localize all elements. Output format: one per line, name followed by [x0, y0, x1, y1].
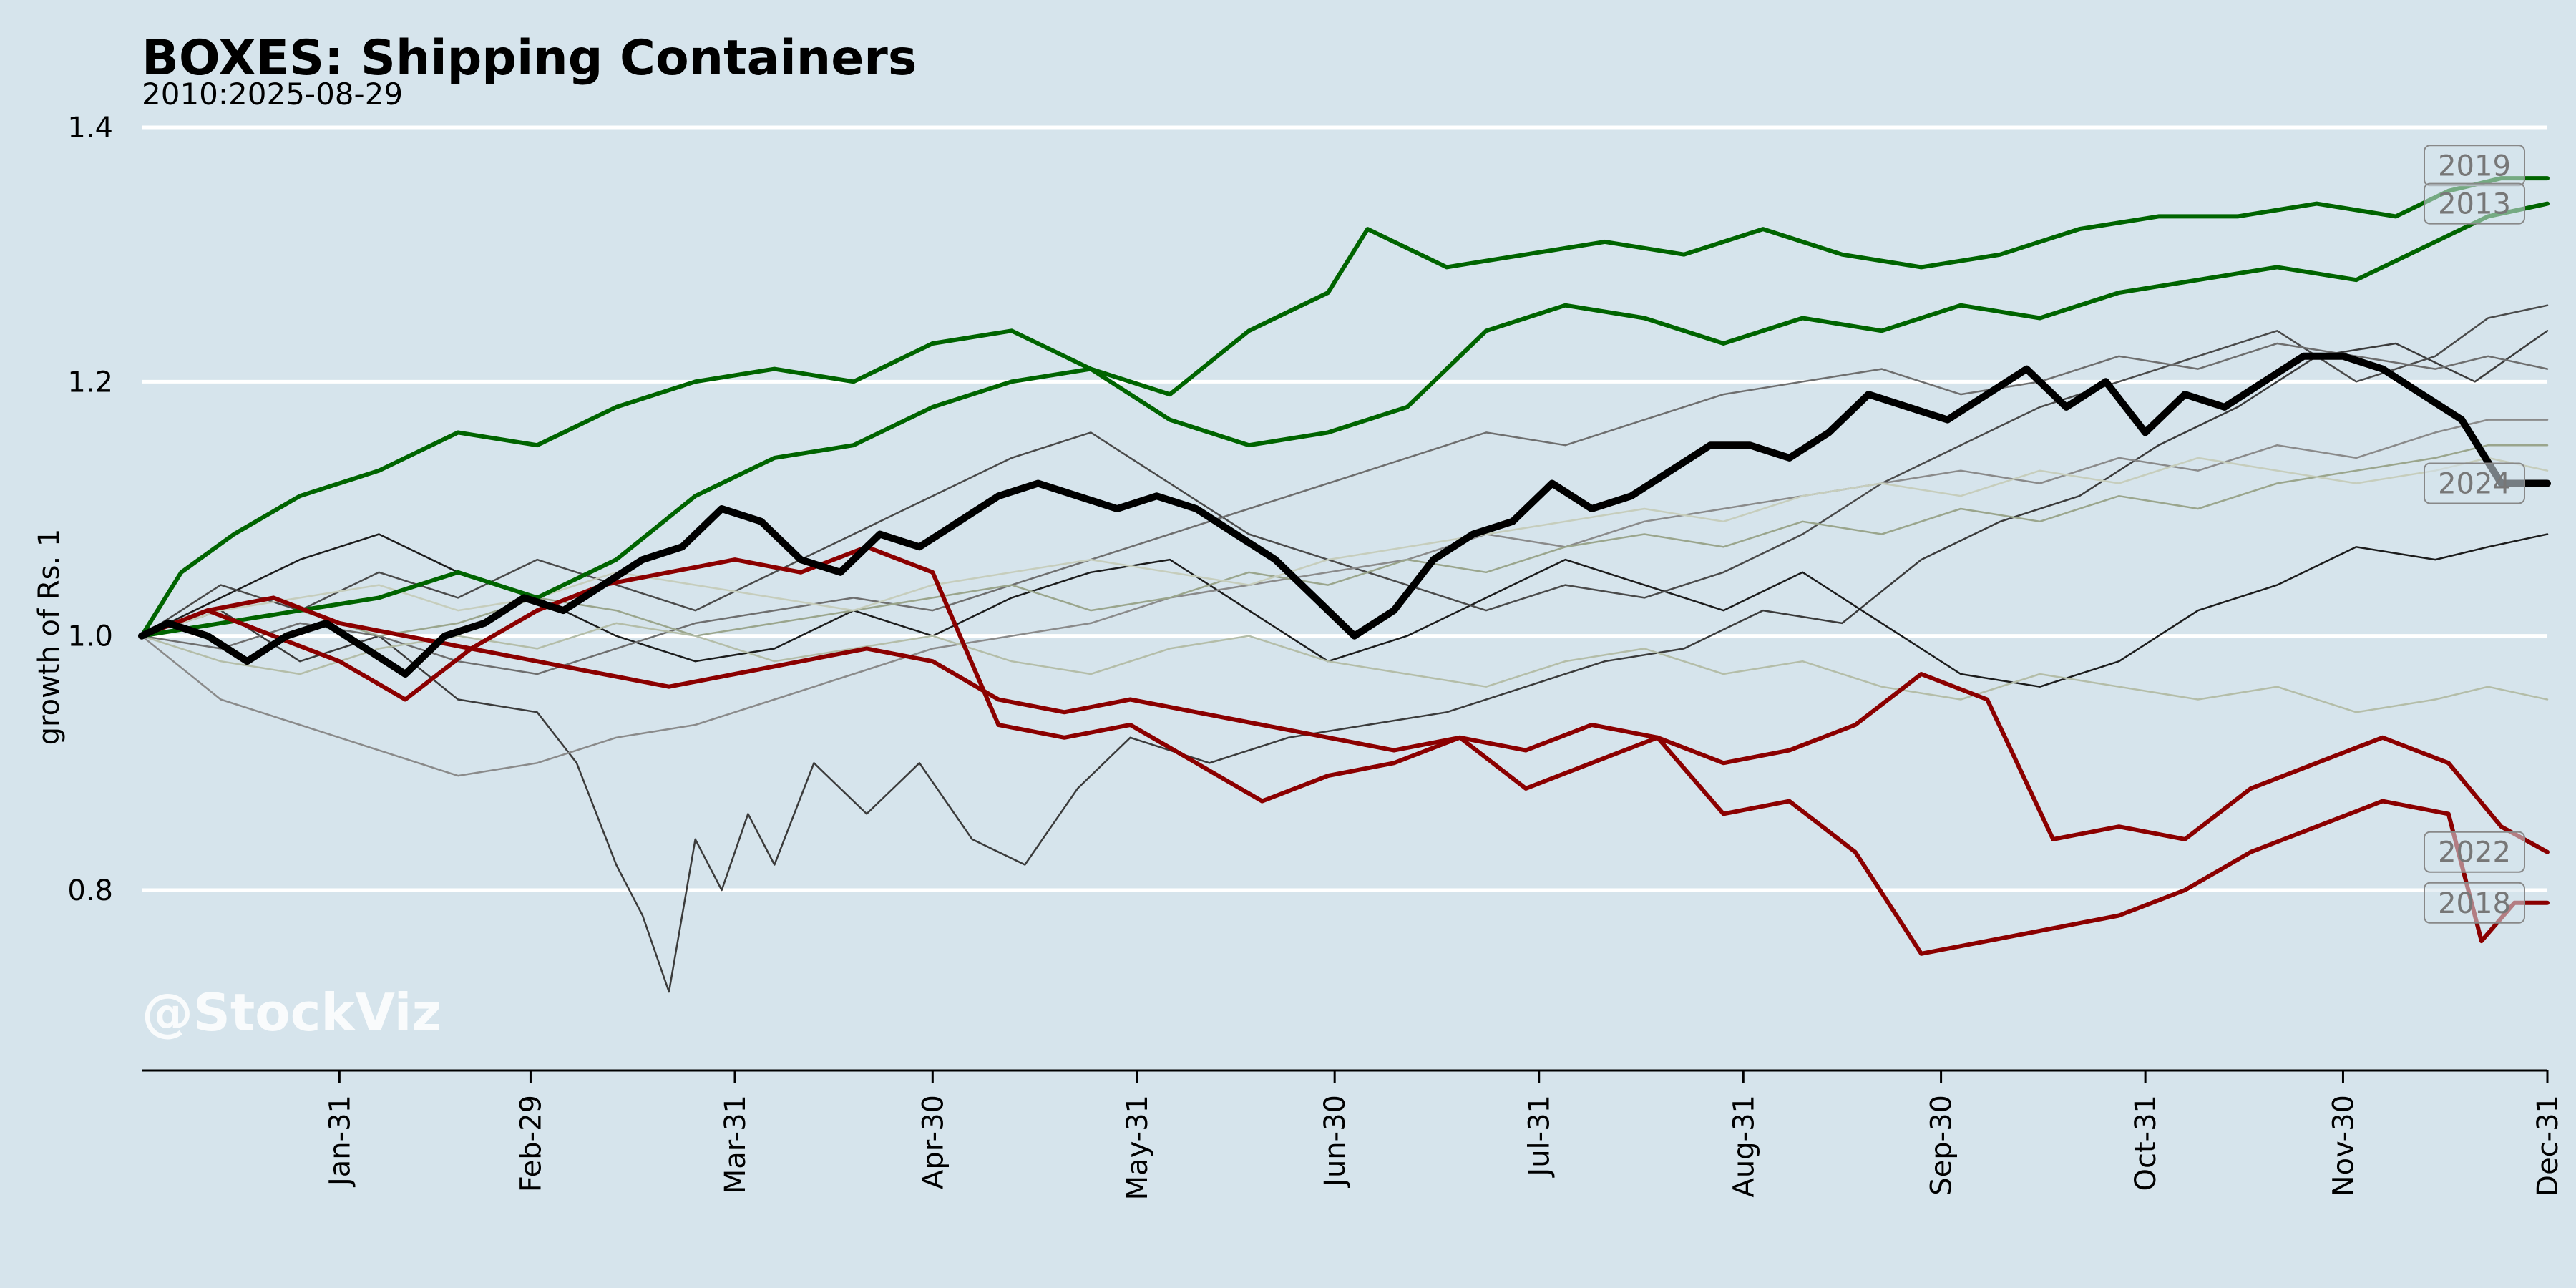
x-tick-label: Jun-30 — [1319, 1095, 1352, 1189]
series-label-2013: 2013 — [2438, 188, 2511, 221]
series-label-box — [2424, 831, 2525, 873]
series-label-box — [2424, 182, 2525, 225]
y-tick-label: 1.2 — [67, 366, 113, 399]
x-axis-ticks: Jan-31 Feb-29 Mar-31 Apr-30 May-31 Jun-30 Jul-… — [323, 1070, 2565, 1200]
series-label-2024: 2024 — [2438, 467, 2511, 500]
y-tick-label: 1.0 — [67, 620, 113, 653]
y-tick-label: 1.4 — [67, 112, 113, 145]
y-tick-label: 0.8 — [67, 874, 113, 907]
chart-subtitle: 2010:2025-08-29 — [142, 77, 403, 112]
series-label-2022: 2022 — [2438, 836, 2511, 869]
series-line-other — [140, 419, 2549, 777]
y-axis-ticks: 0.8 1.0 1.2 1.4 — [67, 112, 113, 907]
series-line-2013 — [140, 201, 2550, 638]
x-tick-label: Aug-31 — [1727, 1095, 1760, 1197]
series-line-other — [140, 330, 2549, 993]
x-tick-label: May-31 — [1121, 1095, 1154, 1200]
watermark-text: @StockViz — [142, 982, 441, 1043]
x-tick-label: Jul-31 — [1523, 1095, 1556, 1179]
y-axis-label: growth of Rs. 1 — [33, 529, 66, 746]
x-tick-label: Sep-30 — [1926, 1095, 1958, 1196]
x-tick-label: Mar-31 — [719, 1095, 752, 1194]
series-labels: 2019 2013 2022 2018 2024 — [2424, 145, 2525, 924]
x-tick-label: Nov-30 — [2327, 1095, 2360, 1196]
highlighted-series — [138, 176, 2551, 956]
x-tick-label: Jan-31 — [323, 1095, 356, 1188]
series-label-box — [2424, 882, 2525, 924]
series-line-2024 — [138, 352, 2551, 678]
series-line-other — [140, 342, 2549, 675]
series-line-2019 — [140, 176, 2550, 638]
series-label-2018: 2018 — [2438, 887, 2511, 920]
series-label-2019: 2019 — [2438, 150, 2511, 182]
series-line-other — [140, 622, 2549, 713]
x-tick-label: Feb-29 — [514, 1095, 547, 1192]
series-line-2022 — [140, 595, 2550, 854]
series-line-2018 — [140, 545, 2550, 956]
chart-title: BOXES: Shipping Containers — [142, 30, 917, 87]
x-tick-label: Oct-31 — [2129, 1095, 2162, 1191]
series-label-box — [2424, 462, 2525, 504]
x-tick-label: Apr-30 — [917, 1095, 950, 1189]
gridlines — [142, 125, 2547, 892]
x-tick-label: Dec-31 — [2532, 1095, 2565, 1197]
series-line-other — [140, 444, 2549, 637]
